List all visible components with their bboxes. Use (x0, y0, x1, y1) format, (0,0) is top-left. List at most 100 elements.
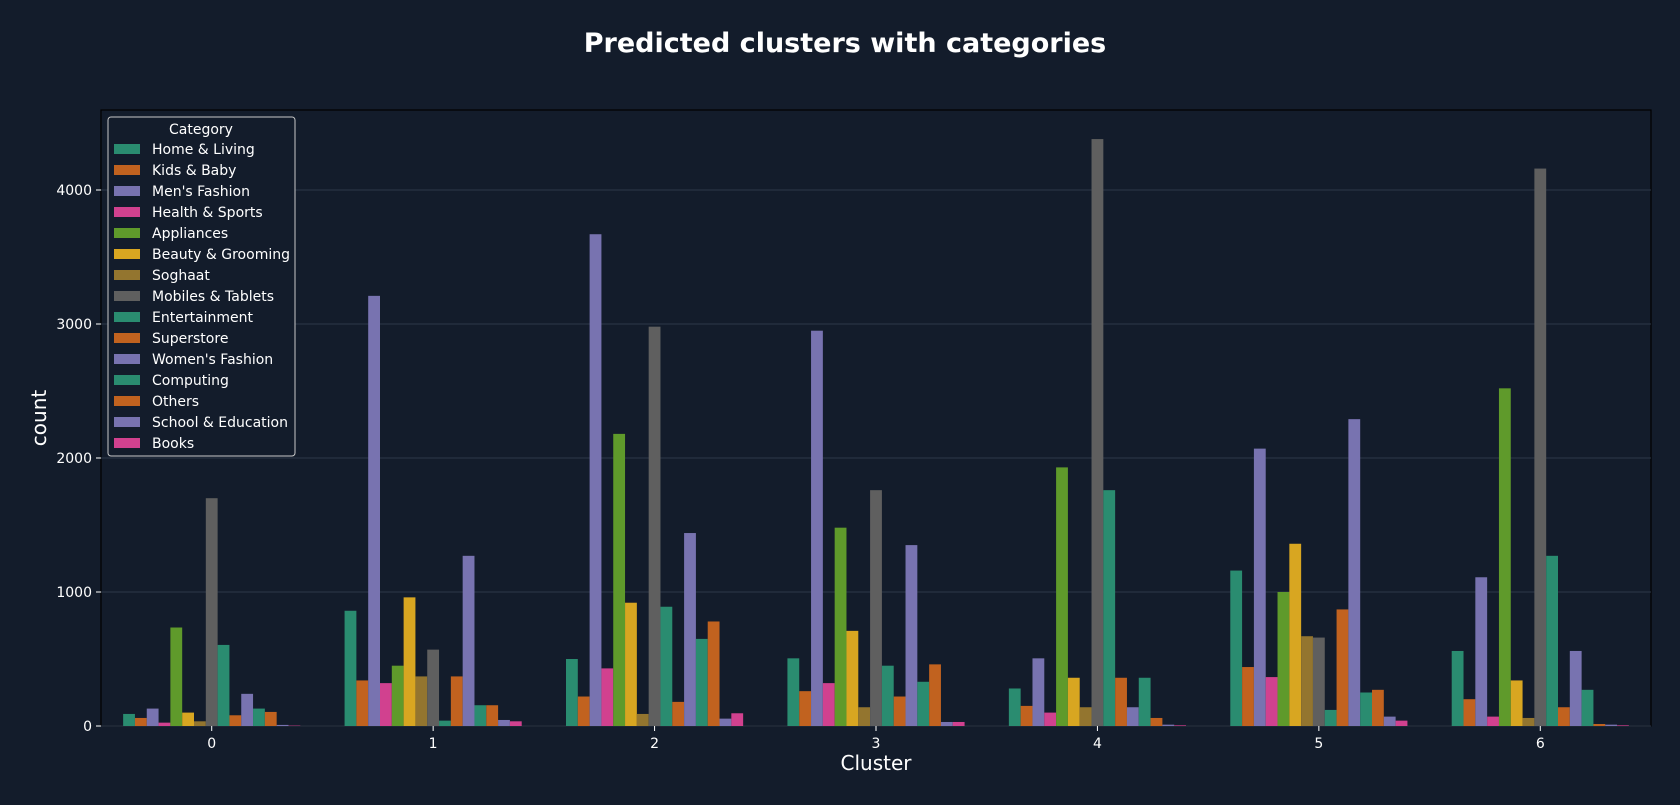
bar (253, 708, 265, 726)
bar (194, 721, 206, 726)
bar (881, 665, 894, 726)
legend-swatch (114, 417, 140, 427)
legend-swatch (114, 312, 140, 322)
bar (1230, 570, 1243, 726)
y-tick-label: 0 (83, 719, 92, 735)
bar (1103, 490, 1116, 726)
bar (403, 597, 416, 726)
bar (229, 715, 242, 726)
bar (1115, 677, 1127, 726)
bar (636, 713, 649, 726)
bar (509, 721, 522, 726)
bar (498, 719, 510, 726)
bar (695, 638, 708, 726)
bar (344, 610, 357, 726)
legend-swatch (114, 396, 140, 406)
x-tick-label: 1 (429, 736, 438, 752)
bar (1253, 448, 1266, 726)
bar (917, 681, 930, 726)
bar (1360, 692, 1372, 726)
bar (1242, 667, 1254, 726)
legend-swatch (114, 249, 140, 259)
x-tick-label: 4 (1093, 736, 1102, 752)
bar (822, 683, 835, 726)
bar (205, 498, 218, 726)
bar (1475, 577, 1488, 726)
legend: Category Home & Living Kids & Baby Men's F… (107, 116, 296, 457)
bar (450, 676, 463, 726)
bar (1174, 725, 1186, 726)
x-axis-label: Cluster (841, 751, 913, 775)
bar (474, 705, 487, 726)
bar (1044, 712, 1057, 726)
bar (380, 683, 392, 726)
legend-label: Others (152, 394, 199, 410)
bar (1463, 699, 1476, 726)
bar (1324, 709, 1337, 726)
bar (1312, 637, 1325, 726)
bar (462, 555, 475, 726)
legend-swatch (114, 291, 140, 301)
legend-swatch (114, 144, 140, 154)
bar (1162, 724, 1175, 726)
legend-label: Women's Fashion (152, 352, 273, 368)
legend-swatch (114, 438, 140, 448)
legend-label: Kids & Baby (152, 163, 236, 179)
x-tick-label: 2 (650, 736, 659, 752)
bar (929, 664, 941, 726)
y-tick-label: 2000 (56, 451, 92, 467)
bar (1593, 723, 1606, 726)
bar (577, 696, 590, 726)
bar (1558, 707, 1570, 726)
bar (625, 602, 637, 726)
bar (1079, 707, 1092, 726)
bar (834, 527, 847, 726)
x-axis-ticks: 0 1 2 3 4 5 6 (207, 726, 1545, 752)
bar (1126, 707, 1139, 726)
legend-label: Appliances (152, 226, 228, 242)
legend-swatch (114, 354, 140, 364)
bar (660, 606, 673, 726)
bar (1487, 716, 1499, 726)
legend-label: Beauty & Grooming (152, 247, 290, 263)
bar (1581, 689, 1594, 726)
bar (486, 705, 499, 726)
bar (648, 326, 661, 726)
legend-label: School & Education (152, 415, 288, 431)
legend-swatch (114, 186, 140, 196)
legend-swatch (114, 375, 140, 385)
bar (731, 713, 744, 726)
bar (799, 691, 812, 726)
legend-swatch (114, 207, 140, 217)
y-tick-label: 3000 (56, 317, 92, 333)
bar (952, 721, 965, 726)
legend-title: Category (169, 122, 233, 138)
legend-swatch (114, 270, 140, 280)
legend-swatch (114, 165, 140, 175)
bar (1372, 689, 1384, 726)
bar (1301, 636, 1313, 726)
bar (811, 330, 823, 726)
legend-label: Superstore (152, 331, 228, 347)
bar (1546, 555, 1558, 726)
bar (1091, 139, 1104, 726)
bar (158, 722, 171, 726)
y-axis-ticks: 0 1000 2000 3000 4000 (56, 183, 101, 735)
bar (1150, 717, 1163, 726)
bar (427, 649, 440, 726)
legend-label: Men's Fashion (152, 184, 250, 200)
bar (123, 713, 135, 726)
bar (672, 701, 685, 726)
bar (1289, 543, 1302, 726)
bar (1605, 724, 1618, 726)
bar (1265, 677, 1278, 726)
y-axis-label: count (27, 390, 51, 447)
bar (356, 680, 369, 726)
bar (1395, 720, 1408, 726)
y-tick-label: 1000 (56, 585, 92, 601)
y-tick-label: 4000 (56, 183, 92, 199)
bar (1383, 716, 1396, 726)
bar (391, 665, 404, 726)
legend-label: Home & Living (152, 142, 255, 158)
